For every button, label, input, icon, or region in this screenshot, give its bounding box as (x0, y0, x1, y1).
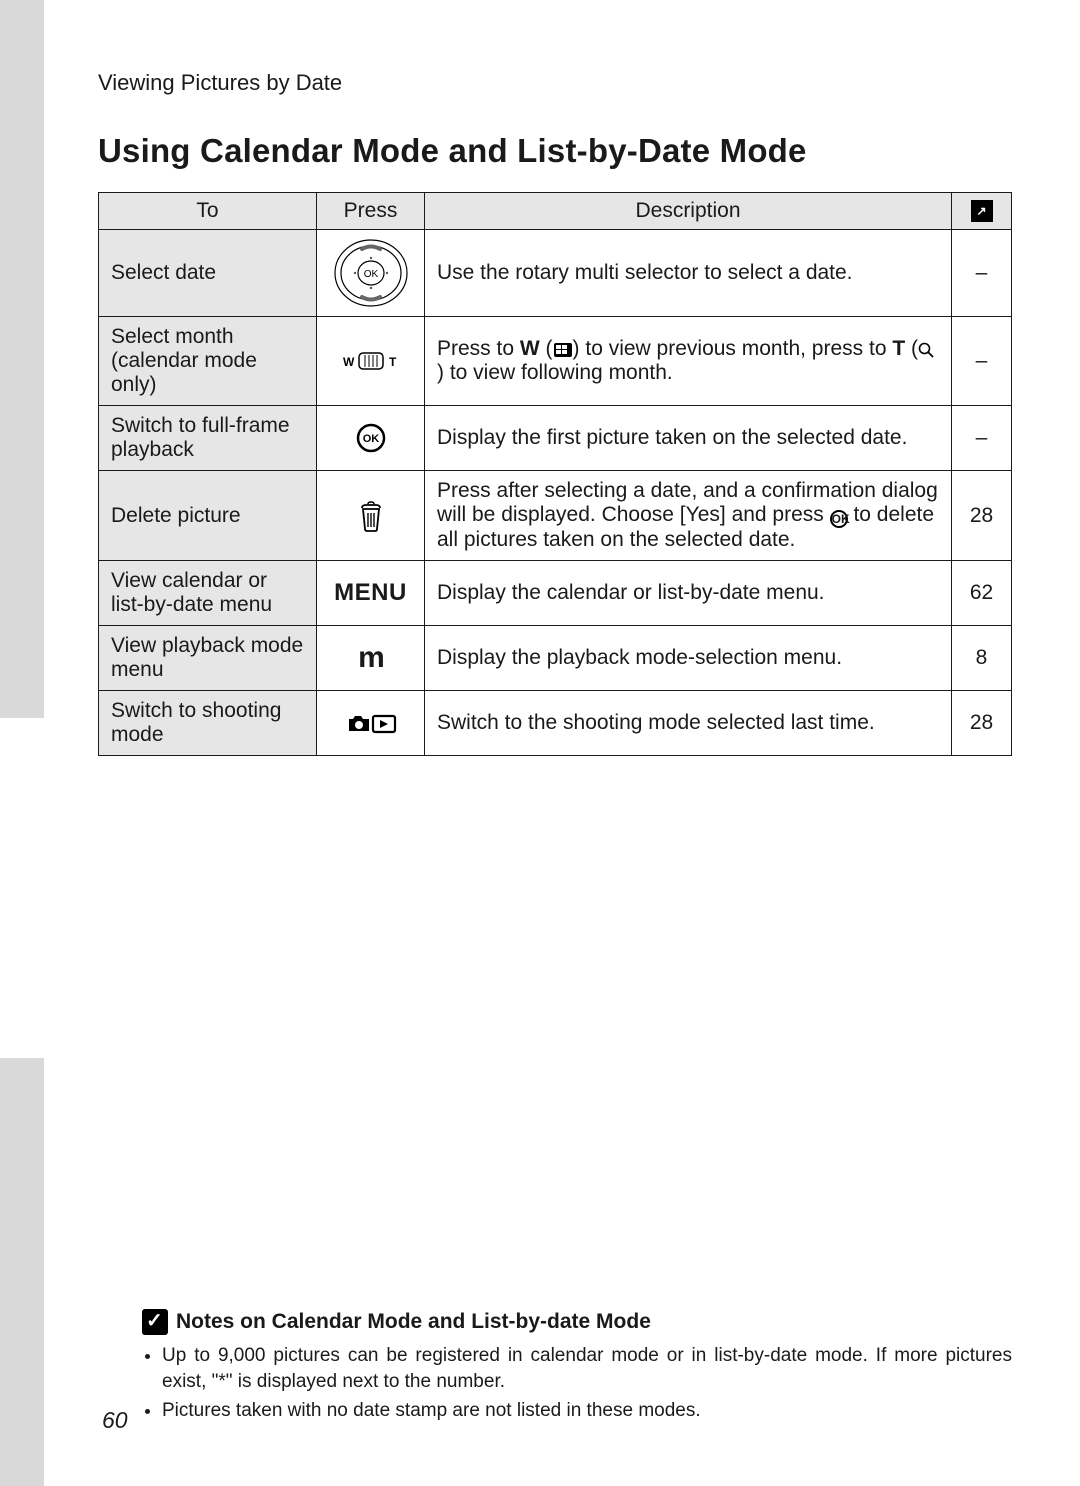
desc-text: ) to view following month. (437, 361, 673, 384)
cell-to: Switch to full-frame playback (99, 406, 317, 471)
menu-button-icon: MENU (334, 579, 407, 606)
cell-ref: – (952, 230, 1012, 317)
mode-button-icon: m (358, 641, 383, 674)
modes-table: To Press Description ↗ Select date OK (98, 192, 1012, 756)
th-desc: Description (425, 193, 952, 230)
notes-section: Notes on Calendar Mode and List-by-date … (142, 1309, 1012, 1428)
cell-desc: Press after selecting a date, and a conf… (425, 471, 952, 561)
cell-press (317, 471, 425, 561)
rotary-selector-icon: OK (332, 234, 410, 312)
note-item: Up to 9,000 pictures can be registered i… (162, 1343, 1012, 1394)
page: Viewing Pictures by Date Using Calendar … (44, 0, 1080, 1486)
cell-desc: Display the playback mode-selection menu… (425, 626, 952, 691)
cell-desc: Display the calendar or list-by-date men… (425, 561, 952, 626)
cell-ref: 62 (952, 561, 1012, 626)
cell-press (317, 691, 425, 756)
svg-text:W: W (343, 355, 355, 369)
svg-text:T: T (389, 355, 397, 369)
thumbnail-icon (553, 342, 573, 358)
table-row: Select month (calendar mode only) W T Pr… (99, 317, 1012, 406)
cell-press: MENU (317, 561, 425, 626)
check-icon (142, 1309, 168, 1335)
ok-button-icon: OK (356, 423, 386, 453)
table-row: Switch to full-frame playback OK Display… (99, 406, 1012, 471)
th-ref: ↗ (952, 193, 1012, 230)
cell-to: Switch to shooting mode (99, 691, 317, 756)
svg-text:OK: OK (362, 433, 379, 445)
table-row: Select date OK Use the rotary multi sele… (99, 230, 1012, 317)
cell-desc: Switch to the shooting mode selected las… (425, 691, 952, 756)
cell-to: View playback mode menu (99, 626, 317, 691)
th-to: To (99, 193, 317, 230)
table-row: View calendar or list-by-date menu MENU … (99, 561, 1012, 626)
desc-text: Press to (437, 337, 520, 360)
notes-title-text: Notes on Calendar Mode and List-by-date … (176, 1310, 651, 1334)
table-row: Switch to shooting mode Switch to the sh… (99, 691, 1012, 756)
cell-desc: Use the rotary multi selector to select … (425, 230, 952, 317)
cell-ref: 28 (952, 471, 1012, 561)
magnify-icon (918, 342, 934, 358)
cell-ref: – (952, 406, 1012, 471)
note-item: Pictures taken with no date stamp are no… (162, 1398, 1012, 1424)
cell-press: OK (317, 406, 425, 471)
ok-inline-icon: OK (830, 510, 848, 528)
desc-text: ( (905, 337, 918, 360)
cell-to: Select month (calendar mode only) (99, 317, 317, 406)
cell-press: OK (317, 230, 425, 317)
desc-text: ( (540, 337, 553, 360)
desc-text: ) to view previous month, press to (573, 337, 893, 360)
table-row: Delete picture Press after selecting a d… (99, 471, 1012, 561)
th-press: Press (317, 193, 425, 230)
desc-w: W (520, 337, 540, 360)
cell-press: W T (317, 317, 425, 406)
cell-to: Select date (99, 230, 317, 317)
cell-to: View calendar or list-by-date menu (99, 561, 317, 626)
zoom-rocker-icon: W T (339, 349, 403, 373)
cell-to: Delete picture (99, 471, 317, 561)
side-tab (0, 718, 44, 1058)
page-title: Using Calendar Mode and List-by-Date Mod… (98, 132, 1012, 170)
reference-icon: ↗ (971, 200, 993, 222)
cell-desc: Display the first picture taken on the s… (425, 406, 952, 471)
cell-ref: – (952, 317, 1012, 406)
cell-ref: 8 (952, 626, 1012, 691)
svg-text:OK: OK (363, 269, 378, 280)
trash-icon (358, 500, 384, 532)
table-row: View playback mode menu m Display the pl… (99, 626, 1012, 691)
cell-press: m (317, 626, 425, 691)
notes-title: Notes on Calendar Mode and List-by-date … (142, 1309, 1012, 1335)
page-number: 60 (102, 1407, 128, 1434)
cell-desc: Press to W ( ) to view previous month, pr… (425, 317, 952, 406)
shoot-playback-icon (343, 709, 399, 737)
cell-ref: 28 (952, 691, 1012, 756)
breadcrumb: Viewing Pictures by Date (98, 70, 1012, 96)
desc-t: T (892, 337, 905, 360)
